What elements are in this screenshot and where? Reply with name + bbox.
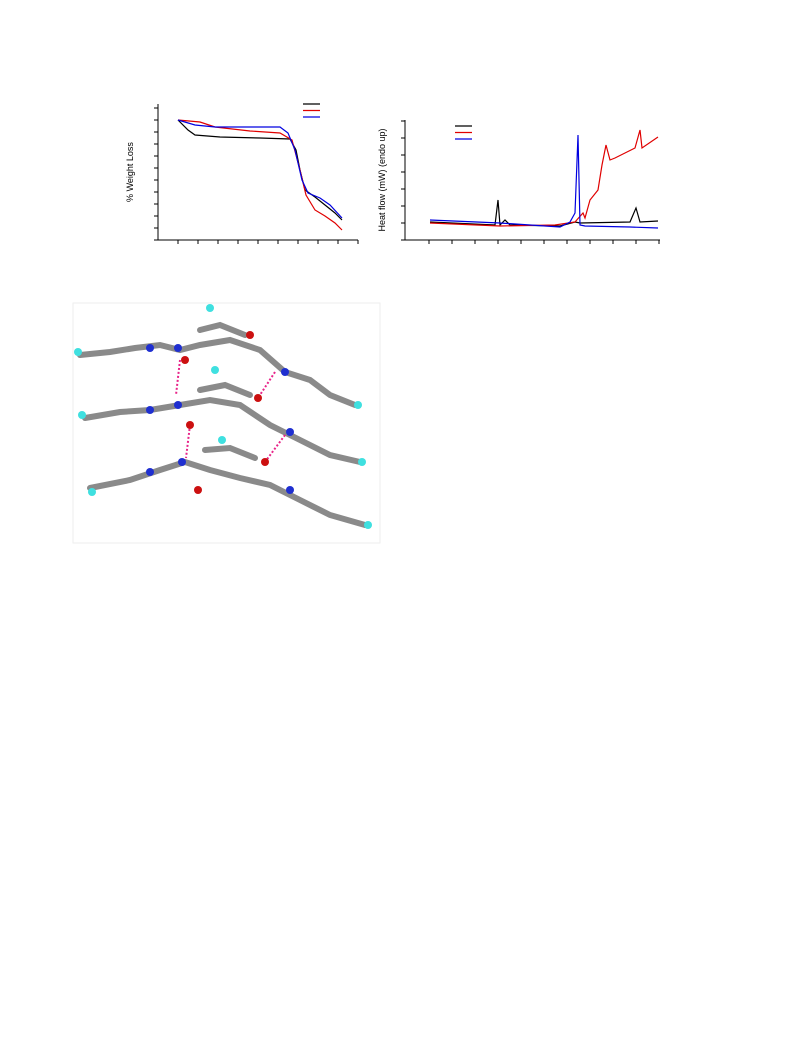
series-line	[177, 119, 343, 221]
series-line	[429, 134, 659, 229]
series-line	[429, 199, 659, 227]
y-axis-label: Heat flow (mW) (endo up)	[377, 128, 387, 231]
series-line	[177, 119, 343, 231]
crystal-structure	[72, 302, 381, 544]
y-axis-label: % Weight Loss	[125, 142, 135, 202]
series-line	[177, 119, 343, 219]
series-line	[429, 129, 659, 227]
